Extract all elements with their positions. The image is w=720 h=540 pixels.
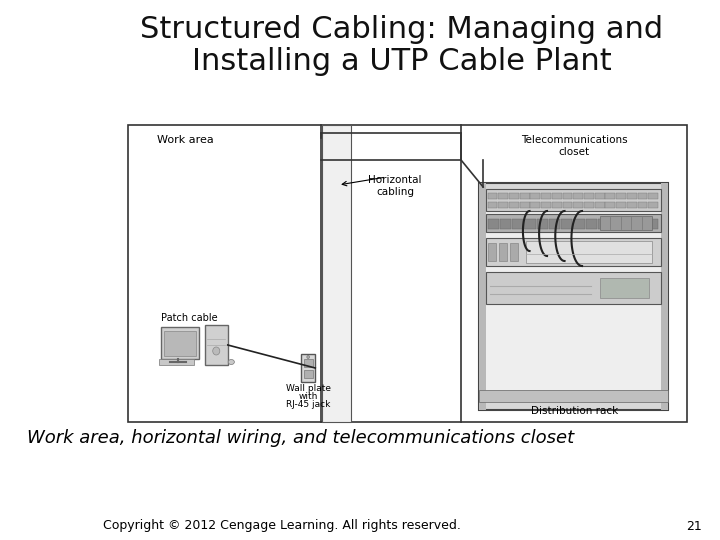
Bar	[487, 202, 498, 208]
Bar	[573, 202, 583, 208]
Text: Installing a UTP Cable Plant: Installing a UTP Cable Plant	[192, 48, 612, 77]
Bar	[627, 193, 636, 199]
Bar	[509, 202, 519, 208]
Bar	[128, 125, 688, 422]
Bar	[510, 243, 518, 261]
Bar	[647, 219, 658, 229]
Text: Structured Cabling: Managing and: Structured Cabling: Managing and	[140, 16, 663, 44]
Bar	[498, 193, 508, 199]
Bar	[487, 219, 499, 229]
Bar	[600, 278, 649, 298]
Bar	[536, 219, 548, 229]
Bar	[531, 202, 540, 208]
Text: 21: 21	[687, 519, 702, 532]
Bar	[541, 193, 551, 199]
Bar	[562, 193, 572, 199]
Bar	[595, 193, 605, 199]
Bar	[598, 219, 609, 229]
Text: RJ-45 jack: RJ-45 jack	[286, 400, 330, 409]
Text: cabling: cabling	[377, 187, 414, 197]
Circle shape	[307, 355, 310, 359]
Bar	[600, 216, 652, 230]
Bar	[610, 219, 621, 229]
Circle shape	[212, 347, 220, 355]
Bar	[552, 193, 562, 199]
Bar	[479, 183, 486, 410]
Ellipse shape	[228, 360, 235, 365]
Text: Patch cable: Patch cable	[161, 313, 218, 323]
Bar	[520, 193, 529, 199]
Bar	[562, 202, 572, 208]
Bar	[524, 219, 536, 229]
Bar	[301, 354, 315, 382]
Bar	[552, 202, 562, 208]
Bar	[595, 202, 605, 208]
Bar	[520, 202, 529, 208]
Bar	[561, 219, 572, 229]
Bar	[486, 214, 661, 232]
Bar	[531, 193, 540, 199]
Bar	[488, 243, 496, 261]
Bar	[304, 370, 312, 378]
Bar	[487, 193, 498, 199]
Bar	[500, 219, 511, 229]
Bar	[304, 359, 312, 367]
Bar	[486, 189, 661, 211]
Bar	[498, 202, 508, 208]
Text: Copyright © 2012 Cengage Learning. All rights reserved.: Copyright © 2012 Cengage Learning. All r…	[103, 519, 461, 532]
Bar	[648, 193, 658, 199]
Bar	[638, 193, 647, 199]
Bar	[606, 193, 616, 199]
Text: Wall plate: Wall plate	[286, 384, 330, 393]
Bar	[509, 193, 519, 199]
Bar	[512, 219, 523, 229]
Bar	[161, 327, 199, 359]
Bar	[541, 202, 551, 208]
Text: Telecommunications: Telecommunications	[521, 135, 628, 145]
Bar	[159, 359, 194, 365]
Bar	[622, 219, 634, 229]
Bar	[499, 243, 507, 261]
Bar	[616, 193, 626, 199]
Bar	[606, 202, 616, 208]
Bar	[573, 193, 583, 199]
Bar	[549, 219, 560, 229]
Text: Work area, horizontal wiring, and telecommunications closet: Work area, horizontal wiring, and teleco…	[27, 429, 574, 447]
Bar	[638, 202, 647, 208]
Bar	[584, 193, 594, 199]
Text: Work area: Work area	[157, 135, 214, 145]
Bar	[616, 202, 626, 208]
Bar	[526, 241, 652, 263]
Bar	[661, 183, 668, 410]
Bar	[479, 183, 668, 410]
Bar	[573, 219, 585, 229]
Bar	[634, 219, 646, 229]
Bar	[479, 390, 668, 402]
Bar	[585, 219, 597, 229]
Bar	[323, 125, 351, 422]
Bar	[648, 202, 658, 208]
Bar	[486, 272, 661, 304]
Text: Distribution rack: Distribution rack	[531, 406, 618, 416]
Text: Horizontal: Horizontal	[369, 175, 422, 185]
Bar	[486, 238, 661, 266]
Bar	[164, 331, 196, 356]
Bar	[584, 202, 594, 208]
Bar	[486, 203, 661, 390]
Bar	[204, 325, 228, 365]
Text: with: with	[299, 392, 318, 401]
Bar	[627, 202, 636, 208]
Text: closet: closet	[559, 147, 590, 157]
